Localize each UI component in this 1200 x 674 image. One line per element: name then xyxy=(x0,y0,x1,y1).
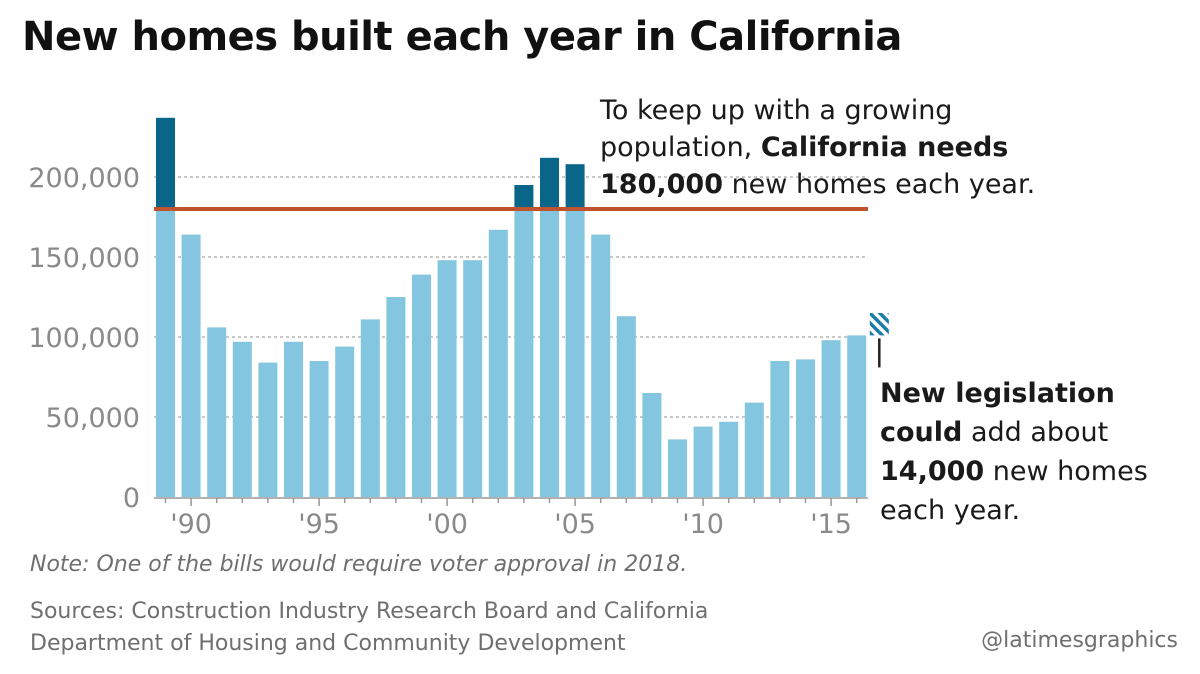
legislation-estimate-block xyxy=(869,313,889,336)
target-annotation-emphasis: California needs xyxy=(760,132,1009,163)
legislation-annotation-line-3: 14,000 new homes xyxy=(880,452,1148,491)
legislation-annotation-emphasis: could xyxy=(880,417,963,448)
y-tick-label: 200,000 xyxy=(28,163,140,194)
target-annotation-number: 180,000 xyxy=(600,169,723,200)
x-tick-label: '15 xyxy=(810,509,852,540)
y-tick-label: 50,000 xyxy=(46,403,140,434)
x-tick-label: '10 xyxy=(682,509,724,540)
bar xyxy=(591,234,611,497)
bar-above-target xyxy=(540,157,559,209)
sources-line-2: Department of Housing and Community Deve… xyxy=(30,631,626,656)
bar xyxy=(847,335,867,497)
legislation-annotation-line-2: could add about xyxy=(880,413,1148,452)
bar xyxy=(335,346,355,497)
chart-title: New homes built each year in California xyxy=(22,14,902,60)
sources-line-1: Sources: Construction Industry Research … xyxy=(30,599,709,624)
bar xyxy=(514,209,534,497)
bar-above-target xyxy=(565,164,585,209)
bar xyxy=(309,361,329,497)
target-annotation-text: population, xyxy=(600,132,761,163)
x-tick-label: '05 xyxy=(554,509,596,540)
bar xyxy=(386,297,406,497)
axes: 0 50,000 100,000 150,000 200,000 '90 '95 '00 '05… xyxy=(28,163,868,540)
target-annotation-line-3: 180,000 new homes each year. xyxy=(600,166,1035,203)
bar xyxy=(463,260,483,497)
legislation-annotation-line-1: New legislation xyxy=(880,378,1115,409)
bar xyxy=(770,361,790,497)
bar-above-target xyxy=(156,117,175,209)
legislation-annotation: New legislation could add about 14,000 n… xyxy=(880,374,1148,530)
bar xyxy=(181,234,201,497)
target-annotation-text-2: new homes each year. xyxy=(722,169,1036,200)
legislation-annotation-number: 14,000 xyxy=(880,456,985,487)
credit-handle: @latimesgraphics xyxy=(981,628,1178,653)
bar xyxy=(821,340,841,497)
y-tick-label: 0 xyxy=(123,483,140,514)
target-annotation-line-1: To keep up with a growing xyxy=(600,95,953,126)
bars xyxy=(156,117,867,498)
legislation-annotation-line-4: each year. xyxy=(880,495,1021,526)
y-tick-label: 150,000 xyxy=(28,243,140,274)
chart-note: Note: One of the bills would require vot… xyxy=(30,552,688,577)
bar xyxy=(642,393,662,497)
bar xyxy=(488,229,508,498)
bar xyxy=(693,426,713,497)
bar xyxy=(232,341,252,497)
x-tick-label: '00 xyxy=(426,509,468,540)
bar xyxy=(156,209,175,497)
chart-sources: Sources: Construction Industry Research … xyxy=(30,596,708,660)
x-tick-label: '90 xyxy=(170,509,212,540)
overlays xyxy=(154,207,889,368)
legislation-annotation-text-2: new homes xyxy=(984,456,1148,487)
target-annotation-line-2: population, California needs xyxy=(600,129,1035,166)
y-tick-label: 100,000 xyxy=(28,323,140,354)
legislation-annotation-text: add about xyxy=(962,417,1109,448)
x-tick-label: '95 xyxy=(298,509,340,540)
bar xyxy=(360,319,380,497)
bar xyxy=(796,359,815,497)
bar xyxy=(719,421,739,497)
bar xyxy=(207,327,227,497)
bar xyxy=(437,260,457,497)
target-annotation: To keep up with a growing population, Ca… xyxy=(600,92,1035,203)
bar xyxy=(284,341,303,497)
bar xyxy=(540,209,559,497)
bar xyxy=(565,209,585,497)
bar-above-target xyxy=(514,185,534,209)
bar xyxy=(412,274,431,497)
bar xyxy=(258,362,278,497)
bar xyxy=(668,439,687,497)
bar xyxy=(744,402,764,497)
bar xyxy=(616,316,636,497)
